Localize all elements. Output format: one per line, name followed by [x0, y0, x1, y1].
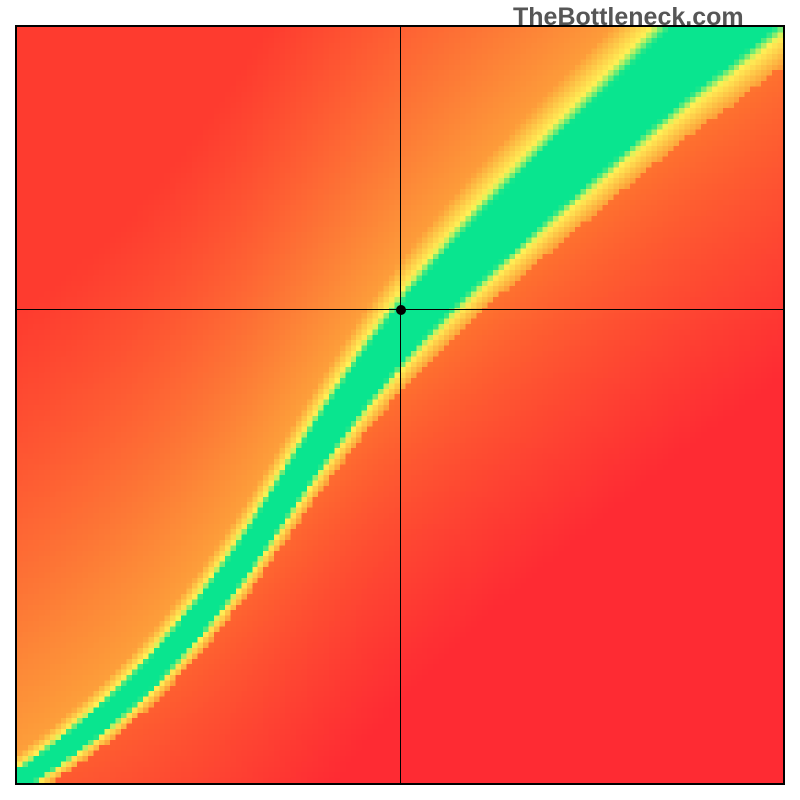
crosshair-vertical — [400, 27, 401, 783]
chart-container: TheBottleneck.com — [0, 0, 800, 800]
crosshair-marker — [396, 305, 406, 315]
watermark-text: TheBottleneck.com — [513, 3, 744, 32]
